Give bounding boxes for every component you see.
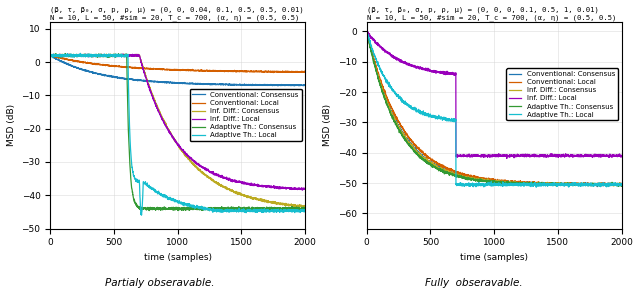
Conventional: Local: (108, -15.8): Local: (108, -15.8) (377, 78, 385, 81)
Adaptive Th.: Local: (2e+03, -50.7): Local: (2e+03, -50.7) (618, 184, 625, 187)
Adaptive Th.: Local: (0, -0.135): Local: (0, -0.135) (363, 30, 371, 34)
Inf. Diff.: Local: (1.2e+03, -31.8): Local: (1.2e+03, -31.8) (200, 166, 207, 170)
Line: Inf. Diff.: Local: Inf. Diff.: Local (367, 31, 621, 158)
Conventional: Consensus: (1.81e+03, -51.2): Consensus: (1.81e+03, -51.2) (593, 185, 601, 188)
Inf. Diff.: Consensus: (178, -25.5): Consensus: (178, -25.5) (385, 107, 393, 110)
Conventional: Consensus: (743, -47.7): Consensus: (743, -47.7) (458, 174, 465, 178)
Conventional: Consensus: (0, 2.14): Consensus: (0, 2.14) (46, 53, 54, 57)
Conventional: Local: (0, 0.0714): Local: (0, 0.0714) (363, 29, 371, 33)
Inf. Diff.: Local: (45, 2.15): Local: (45, 2.15) (52, 53, 60, 57)
Conventional: Consensus: (2e+03, -7.06): Consensus: (2e+03, -7.06) (301, 84, 309, 87)
Inf. Diff.: Local: (744, -40.9): Local: (744, -40.9) (458, 154, 465, 157)
Inf. Diff.: Consensus: (1.9e+03, -51): Consensus: (1.9e+03, -51) (605, 184, 612, 188)
Inf. Diff.: Local: (0, 1.98): Local: (0, 1.98) (46, 54, 54, 57)
Conventional: Local: (1.65e+03, -2.84): Local: (1.65e+03, -2.84) (256, 70, 264, 73)
Conventional: Consensus: (1.2e+03, -6.43): Consensus: (1.2e+03, -6.43) (200, 82, 207, 85)
Inf. Diff.: Consensus: (1.98e+03, -43.7): Consensus: (1.98e+03, -43.7) (299, 206, 307, 209)
Adaptive Th.: Local: (743, -50.5): Local: (743, -50.5) (458, 183, 465, 186)
Adaptive Th.: Consensus: (744, -43.9): Consensus: (744, -43.9) (141, 207, 149, 210)
Y-axis label: MSD (dB): MSD (dB) (7, 104, 16, 147)
Adaptive Th.: Local: (236, 2.64): Local: (236, 2.64) (76, 52, 84, 55)
Conventional: Consensus: (1.65e+03, -50.4): Consensus: (1.65e+03, -50.4) (573, 182, 580, 186)
Line: Conventional: Local: Conventional: Local (367, 31, 621, 186)
Text: (β, τ, β₀, σ, p, ρ, μ) = (0, 0, 0.04, 0.1, 0.5, 0.5, 0.01)
N = 10, L = 50, #sim : (β, τ, β₀, σ, p, ρ, μ) = (0, 0, 0.04, 0.… (50, 7, 304, 21)
Inf. Diff.: Local: (0, -0.0733): Local: (0, -0.0733) (363, 30, 371, 33)
Conventional: Consensus: (178, -25): Consensus: (178, -25) (385, 105, 393, 109)
Adaptive Th.: Consensus: (108, 1.88): Consensus: (108, 1.88) (60, 54, 68, 58)
Conventional: Local: (0, 1.86): Local: (0, 1.86) (46, 54, 54, 58)
Line: Adaptive Th.: Local: Adaptive Th.: Local (50, 53, 305, 215)
Inf. Diff.: Consensus: (2e+03, -43.3): Consensus: (2e+03, -43.3) (301, 205, 309, 208)
Line: Inf. Diff.: Consensus: Inf. Diff.: Consensus (367, 31, 621, 186)
Adaptive Th.: Consensus: (179, 2.01): Consensus: (179, 2.01) (69, 54, 77, 57)
Line: Adaptive Th.: Consensus: Adaptive Th.: Consensus (50, 53, 305, 211)
Inf. Diff.: Consensus: (1.65e+03, -50.3): Consensus: (1.65e+03, -50.3) (573, 182, 580, 186)
Inf. Diff.: Consensus: (441, 2.44): Consensus: (441, 2.44) (102, 52, 110, 56)
Inf. Diff.: Consensus: (1.2e+03, -33.2): Consensus: (1.2e+03, -33.2) (200, 171, 207, 175)
Adaptive Th.: Consensus: (1.2e+03, -43.9): Consensus: (1.2e+03, -43.9) (200, 206, 207, 210)
Inf. Diff.: Consensus: (2e+03, -50.9): Consensus: (2e+03, -50.9) (618, 184, 625, 188)
Conventional: Local: (2e+03, -2.76): Local: (2e+03, -2.76) (301, 70, 309, 73)
Inf. Diff.: Local: (1.65e+03, -37.1): Local: (1.65e+03, -37.1) (256, 184, 264, 187)
Conventional: Local: (46, 1.66): Local: (46, 1.66) (52, 55, 60, 58)
Inf. Diff.: Local: (179, -7.46): Local: (179, -7.46) (386, 52, 394, 56)
Inf. Diff.: Local: (1.98e+03, -38.5): Local: (1.98e+03, -38.5) (298, 188, 306, 192)
Adaptive Th.: Local: (717, -45.9): Local: (717, -45.9) (138, 213, 145, 217)
Conventional: Local: (8, 1.99): Local: (8, 1.99) (47, 54, 55, 57)
Adaptive Th.: Local: (1.2e+03, -50.5): Local: (1.2e+03, -50.5) (516, 183, 524, 186)
Line: Conventional: Consensus: Conventional: Consensus (367, 31, 621, 187)
Conventional: Local: (743, -47.1): Local: (743, -47.1) (458, 173, 465, 176)
Adaptive Th.: Local: (2e+03, -44.3): Local: (2e+03, -44.3) (301, 208, 309, 212)
Adaptive Th.: Consensus: (178, -25.9): Consensus: (178, -25.9) (385, 108, 393, 112)
Line: Inf. Diff.: Local: Inf. Diff.: Local (50, 54, 305, 190)
Inf. Diff.: Local: (109, -5.22): Local: (109, -5.22) (377, 45, 385, 49)
Conventional: Consensus: (0, 0.158): Consensus: (0, 0.158) (363, 29, 371, 33)
Legend: Conventional: Consensus, Conventional: Local, Inf. Diff.: Consensus, Inf. Diff.:: Conventional: Consensus, Conventional: L… (506, 68, 618, 121)
Inf. Diff.: Consensus: (45, -7.95): Consensus: (45, -7.95) (369, 54, 376, 57)
Conventional: Local: (109, 1.16): Local: (109, 1.16) (60, 57, 68, 60)
Adaptive Th.: Consensus: (108, -18): Consensus: (108, -18) (377, 84, 385, 88)
Adaptive Th.: Local: (0, 1.78): Local: (0, 1.78) (46, 55, 54, 58)
Adaptive Th.: Consensus: (0, -0.0481): Consensus: (0, -0.0481) (363, 30, 371, 33)
Conventional: Local: (2e+03, -50.4): Local: (2e+03, -50.4) (618, 182, 625, 186)
Legend: Conventional: Consensus, Conventional: Local, Inf. Diff.: Consensus, Inf. Diff.:: Conventional: Consensus, Conventional: L… (189, 89, 301, 141)
Conventional: Consensus: (45, -8.11): Consensus: (45, -8.11) (369, 54, 376, 58)
Inf. Diff.: Local: (2e+03, -41): Local: (2e+03, -41) (618, 154, 625, 158)
Inf. Diff.: Consensus: (1.65e+03, -41.4): Consensus: (1.65e+03, -41.4) (256, 198, 264, 202)
Adaptive Th.: Local: (108, -12.8): Local: (108, -12.8) (377, 68, 385, 72)
Inf. Diff.: Local: (178, 2.23): Local: (178, 2.23) (69, 53, 77, 56)
X-axis label: time (samples): time (samples) (460, 253, 528, 262)
Line: Conventional: Local: Conventional: Local (50, 55, 305, 73)
Adaptive Th.: Consensus: (1.2e+03, -50.2): Consensus: (1.2e+03, -50.2) (516, 182, 524, 185)
Adaptive Th.: Consensus: (743, -48.2): Consensus: (743, -48.2) (458, 176, 465, 179)
Inf. Diff.: Consensus: (0, 0.239): Consensus: (0, 0.239) (363, 29, 371, 32)
Line: Inf. Diff.: Consensus: Inf. Diff.: Consensus (50, 54, 305, 208)
Inf. Diff.: Local: (1.65e+03, -40.9): Local: (1.65e+03, -40.9) (573, 154, 580, 157)
Inf. Diff.: Consensus: (108, 2.02): Consensus: (108, 2.02) (60, 54, 68, 57)
Adaptive Th.: Consensus: (45, 2.08): Consensus: (45, 2.08) (52, 53, 60, 57)
Adaptive Th.: Consensus: (2e+03, -44): Consensus: (2e+03, -44) (301, 207, 309, 210)
Adaptive Th.: Consensus: (2e+03, -50.6): Consensus: (2e+03, -50.6) (618, 183, 625, 187)
Conventional: Consensus: (108, -17.3): Consensus: (108, -17.3) (377, 82, 385, 86)
Inf. Diff.: Local: (1, 0.108): Local: (1, 0.108) (363, 29, 371, 33)
Conventional: Consensus: (743, -5.61): Consensus: (743, -5.61) (141, 79, 148, 83)
Adaptive Th.: Consensus: (2e+03, -51.1): Consensus: (2e+03, -51.1) (618, 185, 625, 188)
Adaptive Th.: Local: (178, -17.7): Local: (178, -17.7) (385, 84, 393, 87)
Conventional: Local: (179, 0.361): Local: (179, 0.361) (69, 59, 77, 63)
Y-axis label: MSD (dB): MSD (dB) (323, 104, 332, 147)
Adaptive Th.: Local: (1.2e+03, -44.2): Local: (1.2e+03, -44.2) (200, 208, 207, 211)
Inf. Diff.: Local: (1.1e+03, -41.9): Local: (1.1e+03, -41.9) (503, 157, 511, 160)
Line: Adaptive Th.: Local: Adaptive Th.: Local (367, 32, 621, 187)
Conventional: Consensus: (1.65e+03, -6.97): Consensus: (1.65e+03, -6.97) (256, 84, 264, 87)
Inf. Diff.: Consensus: (1.2e+03, -50): Consensus: (1.2e+03, -50) (516, 181, 524, 185)
Text: Partialy obseravable.: Partialy obseravable. (105, 278, 215, 288)
X-axis label: time (samples): time (samples) (143, 253, 212, 262)
Text: Fully  obseravable.: Fully obseravable. (425, 278, 522, 288)
Inf. Diff.: Consensus: (108, -17.5): Consensus: (108, -17.5) (377, 83, 385, 86)
Inf. Diff.: Consensus: (743, -47.8): Consensus: (743, -47.8) (458, 175, 465, 178)
Line: Adaptive Th.: Consensus: Adaptive Th.: Consensus (367, 32, 621, 186)
Conventional: Local: (1.2e+03, -2.62): Local: (1.2e+03, -2.62) (200, 69, 207, 73)
Adaptive Th.: Consensus: (1.65e+03, -44.4): Consensus: (1.65e+03, -44.4) (257, 208, 264, 212)
Line: Conventional: Consensus: Conventional: Consensus (50, 55, 305, 86)
Adaptive Th.: Consensus: (777, -44.6): Consensus: (777, -44.6) (145, 209, 153, 212)
